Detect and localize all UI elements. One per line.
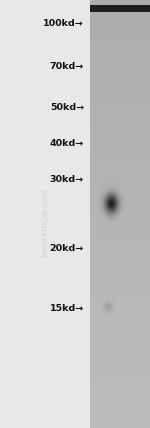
Text: 20kd→: 20kd→	[50, 244, 84, 253]
Text: 50kd→: 50kd→	[50, 102, 84, 112]
Text: 40kd→: 40kd→	[50, 139, 84, 148]
Text: 70kd→: 70kd→	[50, 62, 84, 71]
Text: 30kd→: 30kd→	[50, 175, 84, 184]
Text: 100kd→: 100kd→	[43, 19, 84, 28]
Text: WWW.PTGLAB.COM: WWW.PTGLAB.COM	[42, 188, 48, 257]
Text: 15kd→: 15kd→	[50, 303, 84, 313]
